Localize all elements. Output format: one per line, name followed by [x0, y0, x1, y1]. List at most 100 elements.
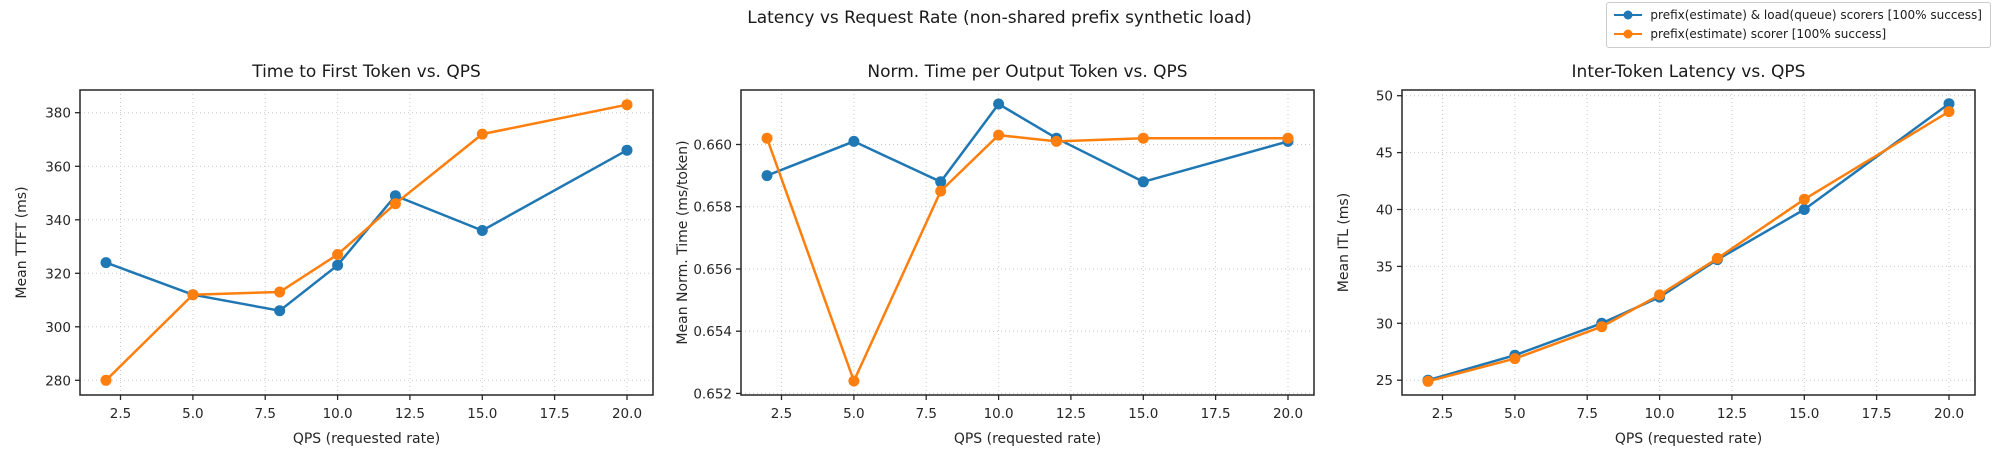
data-point-marker [274, 286, 286, 298]
y-tick-label: 50 [1376, 89, 1393, 105]
x-axis-label: QPS (requested rate) [954, 431, 1101, 447]
y-tick-label: 320 [45, 266, 71, 282]
legend-item: prefix(estimate) & load(queue) scorers [… [1613, 6, 1982, 24]
x-tick-label: 17.5 [1201, 406, 1231, 422]
data-point-marker [761, 132, 773, 144]
data-point-marker [476, 225, 488, 236]
subplot-itl-vs-qps: 2.5 5.0 7.5 10.0 12.5 15.0 17.5 20.0 25 30 35 40 45 5… [1336, 62, 1976, 447]
data-point-marker [1050, 135, 1062, 147]
y-tick-label: 0.660 [693, 138, 732, 154]
data-point-marker [1422, 375, 1434, 387]
y-axis-label: Mean ITL (ms) [1336, 193, 1352, 292]
x-tick-label: 17.5 [540, 406, 570, 422]
data-point-marker [1711, 252, 1723, 264]
chart-title: Norm. Time per Output Token vs. QPS [867, 62, 1187, 82]
y-tick-label: 45 [1376, 146, 1393, 162]
data-point-marker [389, 190, 401, 202]
data-point-marker [621, 144, 633, 156]
x-tick-label: 15.0 [1789, 406, 1819, 422]
y-tick-label: 360 [45, 159, 71, 175]
data-point-marker [1798, 193, 1810, 205]
legend-label: prefix(estimate) & load(queue) scorers [… [1650, 8, 1982, 22]
data-point-marker [848, 135, 860, 147]
legend-marker [1623, 29, 1633, 39]
y-tick-label: 280 [45, 373, 71, 389]
x-tick-label: 2.5 [110, 406, 131, 422]
x-tick-label: 10.0 [323, 406, 353, 422]
legend-line-marker-icon [1614, 29, 1643, 39]
y-tick-label: 0.658 [693, 200, 732, 216]
data-point-marker [332, 249, 344, 260]
x-tick-label: 7.5 [915, 406, 936, 422]
data-point-marker [993, 129, 1005, 141]
data-point-marker [1943, 106, 1955, 118]
legend-label: prefix(estimate) scorer [100% success] [1650, 27, 1887, 41]
x-tick-label: 17.5 [1862, 406, 1892, 422]
x-axis-label: QPS (requested rate) [1615, 431, 1762, 447]
data-point-marker [761, 170, 773, 182]
x-tick-label: 5.0 [843, 406, 864, 422]
data-point-marker [993, 98, 1005, 110]
x-tick-label: 7.5 [1576, 406, 1597, 422]
legend-item: prefix(estimate) scorer [100% success] [1613, 25, 1982, 43]
x-tick-label: 10.0 [1645, 406, 1675, 422]
chart-title: Inter-Token Latency vs. QPS [1572, 62, 1806, 82]
x-tick-label: 2.5 [1432, 406, 1453, 422]
data-point-marker [274, 305, 286, 317]
charts-row: 2.5 5.0 7.5 10.0 12.5 15.0 17.5 20.0 280 300 320 34… [10, 50, 1987, 458]
data-point-marker [389, 198, 401, 210]
y-axis-label: Mean TTFT (ms) [14, 186, 30, 298]
y-tick-label: 300 [45, 320, 71, 336]
y-tick-label: 0.654 [693, 324, 732, 340]
y-axis-label: Mean Norm. Time (ms/token) [675, 140, 691, 344]
x-tick-label: 15.0 [467, 406, 497, 422]
x-tick-label: 20.0 [612, 406, 642, 422]
data-point-marker [187, 289, 199, 301]
data-point-marker [1596, 321, 1608, 333]
x-tick-label: 12.5 [395, 406, 425, 422]
subplot-norm-time-vs-qps: 2.5 5.0 7.5 10.0 12.5 15.0 17.5 20.0 0.652 0.654 0… [675, 62, 1315, 447]
data-point-marker [476, 128, 488, 140]
figure-title: Latency vs Request Rate (non-shared pref… [747, 8, 1252, 28]
y-tick-label: 380 [45, 106, 71, 122]
y-tick-label: 25 [1376, 373, 1393, 389]
series-line [765, 133, 1288, 385]
x-tick-label: 15.0 [1128, 406, 1158, 422]
y-tick-label: 0.652 [693, 386, 732, 402]
chart-title: Time to First Token vs. QPS [251, 62, 481, 82]
data-point-marker [1509, 353, 1521, 365]
y-tick-label: 35 [1376, 259, 1393, 275]
data-point-marker [935, 185, 947, 197]
y-tick-label: 40 [1376, 203, 1393, 219]
series-line [766, 102, 1289, 184]
y-tick-label: 0.656 [693, 262, 732, 278]
data-point-marker [621, 99, 633, 111]
data-point-marker [100, 257, 112, 269]
legend-marker [1623, 10, 1633, 20]
data-point-marker [1943, 98, 1955, 110]
x-tick-label: 20.0 [1934, 406, 1964, 422]
series-line [105, 103, 628, 382]
y-tick-label: 30 [1376, 316, 1393, 332]
legend: prefix(estimate) & load(queue) scorers [… [1606, 2, 1991, 48]
x-tick-label: 2.5 [771, 406, 792, 422]
y-tick-label: 340 [45, 213, 71, 229]
plot-border [740, 89, 1315, 396]
data-point-marker [1654, 289, 1666, 301]
data-point-marker [848, 375, 860, 387]
x-tick-label: 12.5 [1717, 406, 1747, 422]
x-tick-label: 5.0 [182, 406, 203, 422]
subplot-ttft-vs-qps: 2.5 5.0 7.5 10.0 12.5 15.0 17.5 20.0 280 300 320 34… [14, 62, 654, 447]
x-tick-label: 12.5 [1056, 406, 1086, 422]
data-point-marker [100, 374, 112, 386]
data-point-marker [1137, 176, 1149, 188]
plot-border [1401, 89, 1976, 396]
data-point-marker [1282, 132, 1294, 144]
series-line [1427, 102, 1950, 382]
series-line [1427, 110, 1950, 383]
x-axis-label: QPS (requested rate) [293, 431, 440, 447]
x-tick-label: 5.0 [1504, 406, 1525, 422]
x-tick-label: 7.5 [254, 406, 275, 422]
legend-line-marker-icon [1614, 10, 1643, 20]
plot-border [79, 89, 654, 396]
